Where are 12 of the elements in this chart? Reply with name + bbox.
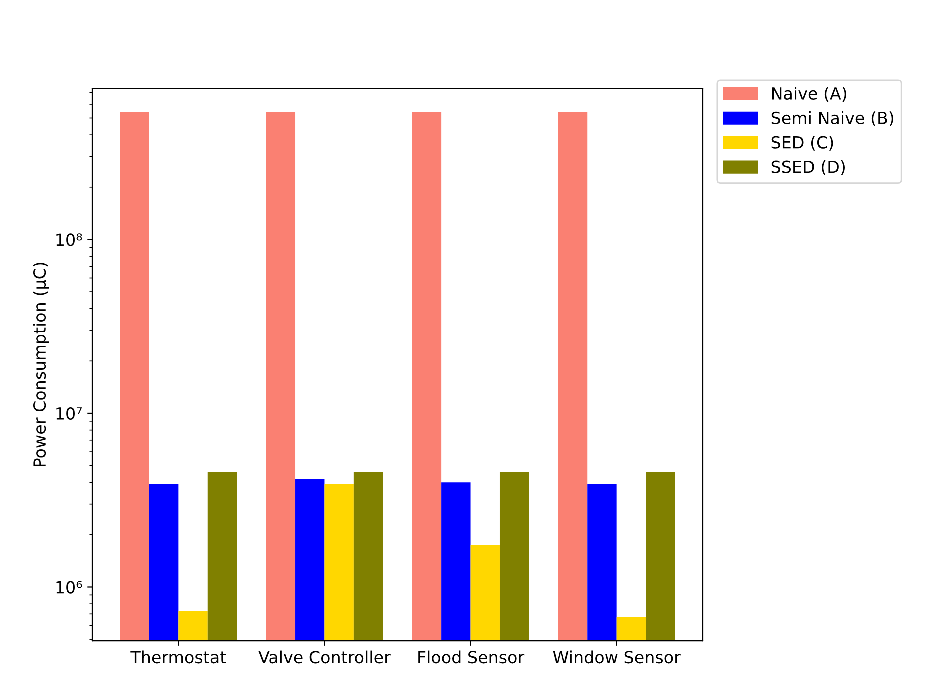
legend-label: Semi Naive (B)	[772, 112, 894, 126]
y-tick-label: 10⁷	[56, 407, 82, 420]
y-tick-label: 10⁸	[56, 234, 82, 246]
y-tick-label: 10⁶	[56, 581, 82, 594]
legend-label: Naive (A)	[772, 87, 846, 102]
x-tick-label: Window Sensor	[553, 650, 681, 664]
legend-label: SSED (D)	[772, 160, 845, 176]
x-tick-label: Valve Controller	[258, 650, 391, 664]
y-axis-title: Power Consumption (μC)	[33, 263, 50, 467]
x-tick-label: Thermostat	[130, 650, 226, 664]
x-tick-label: Flood Sensor	[418, 650, 525, 664]
legend-label: SED (C)	[772, 136, 834, 151]
